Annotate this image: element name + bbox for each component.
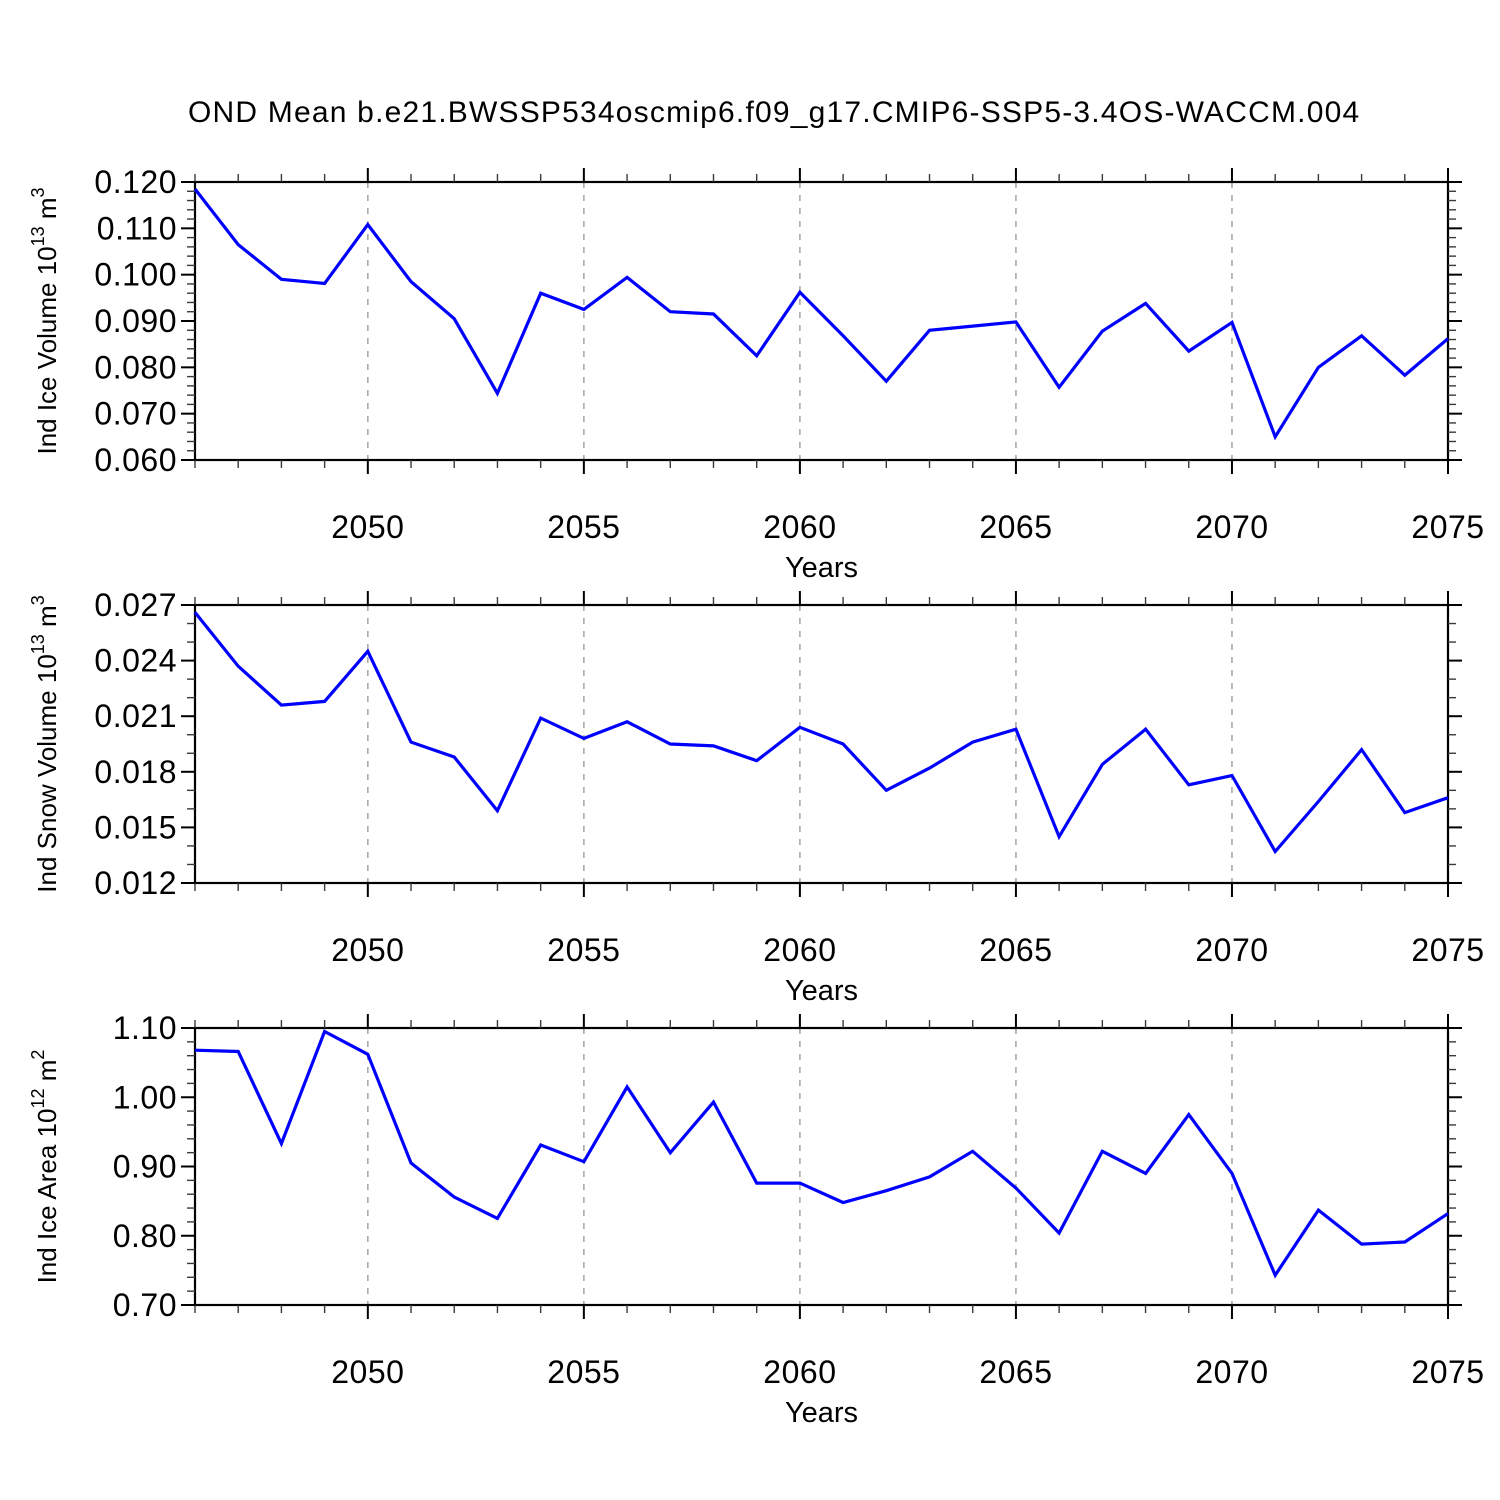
plot-border [193, 180, 1450, 462]
x-axis-title: Years [785, 1397, 858, 1429]
y-axis-title: Ind Ice Volume 1013 m3 [28, 187, 62, 454]
y-tick-label: 0.060 [94, 442, 177, 478]
y-tick-label: 0.021 [94, 698, 177, 734]
figure-title: OND Mean b.e21.BWSSP534oscmip6.f09_g17.C… [188, 96, 1361, 129]
y-tick-label: 0.018 [94, 754, 177, 790]
plot-border [193, 1026, 1450, 1307]
y-tick-label: 0.012 [94, 865, 177, 901]
y-tick-label: 0.110 [97, 210, 177, 246]
x-axis-title: Years [785, 975, 858, 1007]
x-tick-label: 2055 [547, 932, 620, 968]
y-tick-label: 1.00 [113, 1079, 177, 1115]
data-line-series [193, 611, 1449, 855]
x-tick-label: 2050 [331, 1354, 404, 1390]
x-tick-label: 2075 [1411, 509, 1484, 545]
y-axis-title: Ind Ice Area 1012 m2 [28, 1050, 62, 1284]
x-tick-label: 2055 [547, 1354, 620, 1390]
x-tick-label: 2055 [547, 509, 620, 545]
y-tick-label: 0.80 [113, 1218, 177, 1254]
x-tick-label: 2065 [979, 932, 1052, 968]
y-tick-label: 1.10 [113, 1010, 177, 1046]
data-line-series [194, 1029, 1449, 1279]
x-tick-label: 2075 [1411, 932, 1484, 968]
x-tick-label: 2050 [331, 509, 404, 545]
x-tick-label: 2060 [763, 932, 836, 968]
y-tick-label: 0.100 [94, 257, 177, 293]
x-tick-label: 2065 [979, 1354, 1052, 1390]
y-tick-label: 0.027 [94, 587, 177, 623]
x-tick-label: 2070 [1195, 509, 1268, 545]
y-axis-title: Ind Snow Volume 1013 m3 [28, 595, 62, 892]
y-tick-label: 0.024 [94, 643, 177, 679]
y-tick-label: 0.090 [94, 303, 177, 339]
x-tick-label: 2060 [763, 509, 836, 545]
y-tick-label: 0.070 [94, 396, 177, 432]
x-tick-label: 2070 [1195, 1354, 1268, 1390]
y-tick-label: 0.70 [113, 1287, 177, 1323]
y-tick-label: 0.120 [94, 164, 177, 200]
x-tick-label: 2075 [1411, 1354, 1484, 1390]
x-tick-label: 2065 [979, 509, 1052, 545]
data-line-series [193, 188, 1450, 441]
x-tick-label: 2060 [763, 1354, 836, 1390]
x-tick-label: 2050 [331, 932, 404, 968]
y-tick-label: 0.080 [94, 349, 177, 385]
x-axis-title: Years [785, 552, 858, 584]
x-tick-label: 2070 [1195, 932, 1268, 968]
y-tick-label: 0.015 [94, 809, 177, 845]
y-tick-label: 0.90 [113, 1149, 177, 1185]
plot-border [193, 603, 1450, 885]
